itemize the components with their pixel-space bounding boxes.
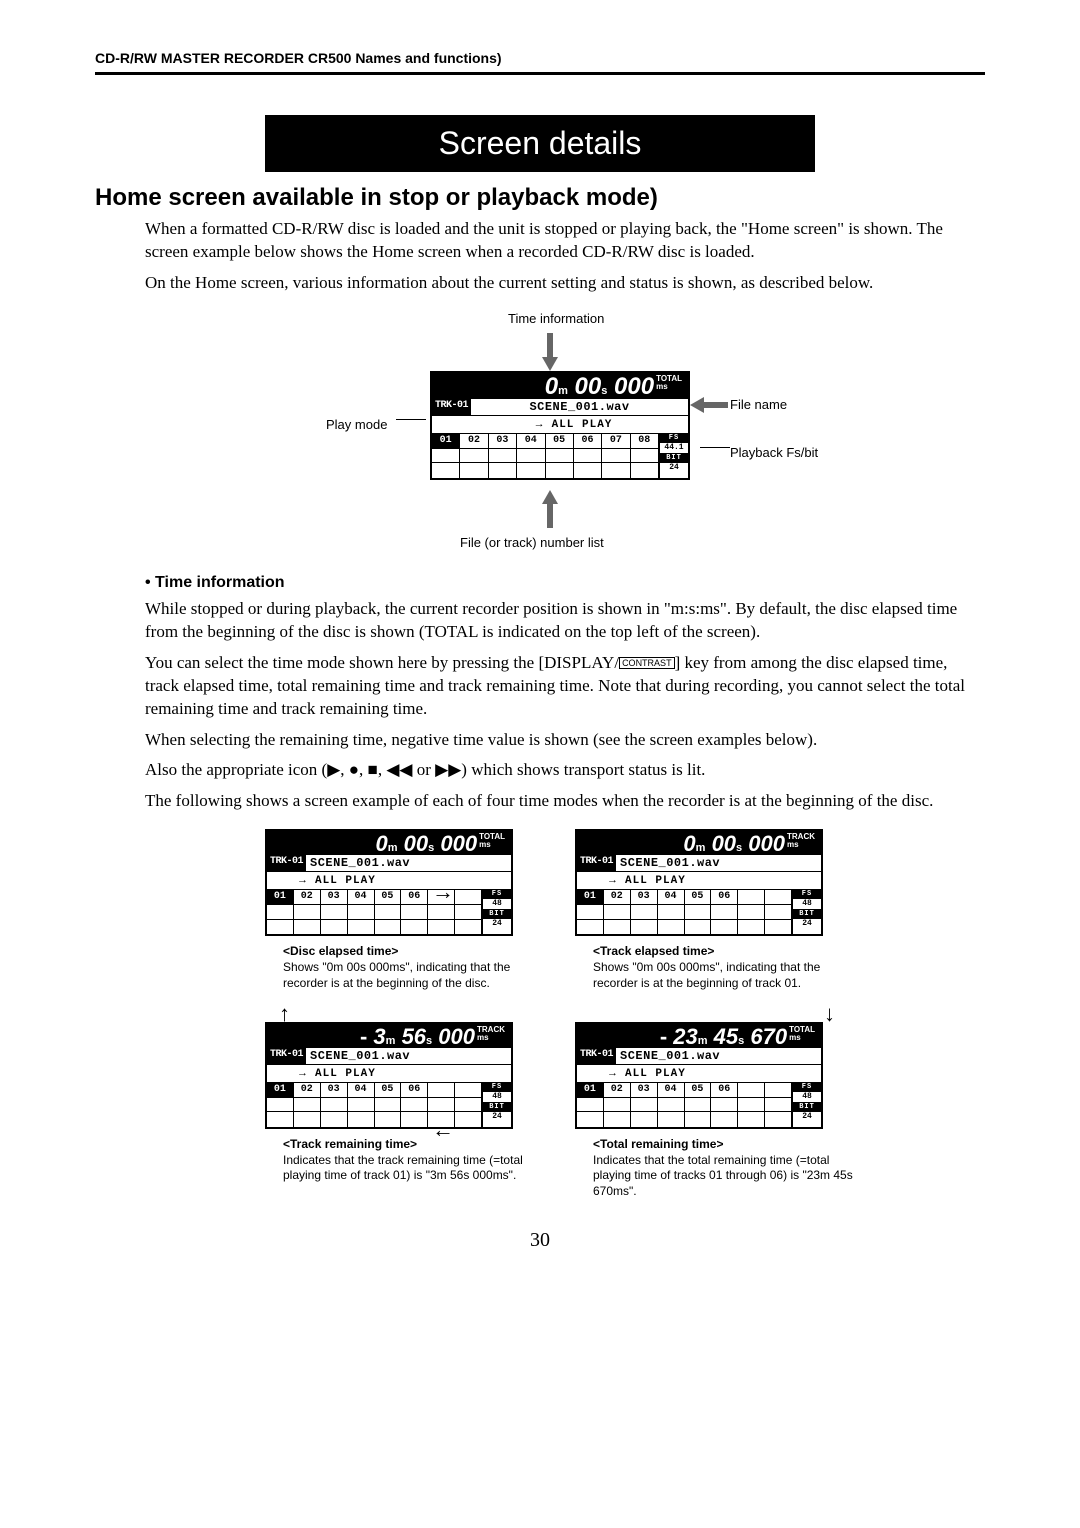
example-3: - 23m 45s 670TOTALmsTRK-01SCENE_001.wavA… — [575, 1022, 855, 1200]
time-para-1: While stopped or during playback, the cu… — [145, 598, 985, 644]
example-desc: Shows "0m 00s 000ms", indicating that th… — [593, 960, 855, 991]
lcd-time-row: 0m 00s 000TOTALms — [432, 373, 688, 399]
example-1: 0m 00s 000TRACKmsTRK-01SCENE_001.wavALL … — [575, 829, 855, 991]
callout-play-mode: Play mode — [326, 417, 387, 432]
example-lcd: 0m 00s 000TRACKmsTRK-01SCENE_001.wavALL … — [575, 829, 823, 936]
page-header: CD-R/RW MASTER RECORDER CR500 Names and … — [95, 50, 985, 75]
page-number: 30 — [95, 1229, 985, 1252]
time-info-heading: • Time information — [145, 574, 985, 592]
example-screens-grid: → ↓ ← ↑ 0m 00s 000TOTALmsTRK-01SCENE_001… — [135, 829, 985, 1199]
lcd-fs-bit: FS44.1 BIT24 — [658, 434, 688, 478]
time-para-2: You can select the time mode shown here … — [145, 652, 985, 721]
example-title: <Disc elapsed time> — [283, 944, 545, 958]
callout-file-name: File name — [730, 397, 787, 412]
section-title: Home screen available in stop or playbac… — [95, 184, 985, 212]
example-title: <Track remaining time> — [283, 1137, 545, 1151]
arrow-right-icon: → — [432, 879, 454, 905]
example-lcd: - 23m 45s 670TOTALmsTRK-01SCENE_001.wavA… — [575, 1022, 823, 1129]
example-lcd: - 3m 56s 000TRACKmsTRK-01SCENE_001.wavAL… — [265, 1022, 513, 1129]
example-desc: Indicates that the total remaining time … — [593, 1153, 855, 1200]
example-0: 0m 00s 000TOTALmsTRK-01SCENE_001.wavALL … — [265, 829, 545, 991]
callout-time-info: Time information — [508, 311, 604, 326]
arrow-left-icon: ← — [432, 1117, 454, 1143]
lcd-playmode-row: ALL PLAY — [432, 416, 688, 434]
example-desc: Shows "0m 00s 000ms", indicating that th… — [283, 960, 545, 991]
intro-para-1: When a formatted CD-R/RW disc is loaded … — [145, 218, 985, 264]
arrow-down-icon: ↓ — [824, 1001, 835, 1027]
time-para-5: The following shows a screen example of … — [145, 790, 985, 813]
main-lcd: 0m 00s 000TOTALms TRK-01 SCENE_001.wav A… — [430, 371, 690, 480]
lcd-track-grid: 0102030405060708 — [432, 434, 658, 478]
arrow-up-icon: ↑ — [279, 1001, 290, 1027]
intro-para-2: On the Home screen, various information … — [145, 272, 985, 295]
example-title: <Total remaining time> — [593, 1137, 855, 1151]
example-desc: Indicates that the track remaining time … — [283, 1153, 545, 1184]
example-title: <Track elapsed time> — [593, 944, 855, 958]
contrast-key-label: CONTRAST — [619, 657, 675, 669]
time-para-4: Also the appropriate icon (▶, ●, ■, ◀◀ o… — [145, 759, 985, 782]
lcd-filename-row: TRK-01 SCENE_001.wav — [432, 399, 688, 416]
callout-playback-fs: Playback Fs/bit — [730, 445, 818, 460]
callout-file-list: File (or track) number list — [460, 535, 604, 550]
main-diagram: Time information Play mode File name Pla… — [95, 315, 985, 560]
example-2: - 3m 56s 000TRACKmsTRK-01SCENE_001.wavAL… — [265, 1022, 545, 1200]
time-para-3: When selecting the remaining time, negat… — [145, 729, 985, 752]
banner-title: Screen details — [265, 115, 815, 172]
example-lcd: 0m 00s 000TOTALmsTRK-01SCENE_001.wavALL … — [265, 829, 513, 936]
